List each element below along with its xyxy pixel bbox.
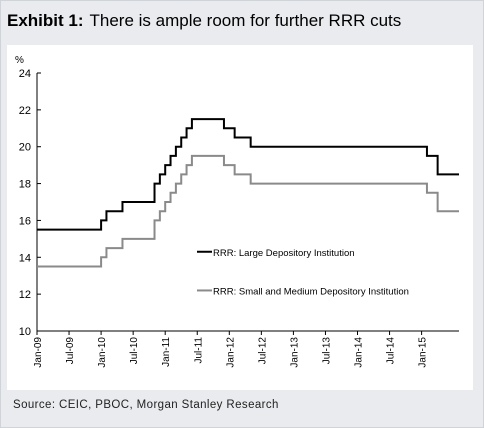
x-tick-label: Jul-12 [257,337,268,365]
y-tick-label: 18 [19,179,31,191]
legend-entry: RRR: Small and Medium Depository Institu… [213,286,409,297]
x-tick-label: Jul-09 [65,337,76,365]
y-tick-label: 24 [19,68,31,80]
chart-area: 10 12 14 16 18 20 22 24% Jan-09 Jul-09 Jan-10 Jul-1… [7,45,473,390]
source-note: Source: CEIC, PBOC, Morgan Stanley Resea… [13,399,279,411]
chart-title: There is ample room for further RRR cuts [89,11,402,30]
x-tick-label: Jan-14 [354,337,365,368]
y-tick-label: 22 [19,105,31,117]
exhibit-title: Exhibit 1: There is ample room for furth… [7,11,401,39]
x-tick-label: Jan-10 [97,337,108,368]
y-tick-label: 12 [19,289,31,301]
x-tick-label: Jan-12 [225,337,236,368]
exhibit-label: Exhibit 1: [7,11,84,30]
x-tick-label: Jan-09 [33,337,44,368]
series-line-large [37,118,459,231]
y-tick-label: 16 [19,215,31,227]
y-tick-label: 20 [19,142,31,154]
legend-entry: RRR: Large Depository Institution [213,248,355,259]
x-tick-label: Jan-15 [418,337,429,368]
y-tick-label: 14 [19,252,31,264]
x-tick-label: Jan-13 [289,337,300,368]
x-tick-label: Jul-13 [321,337,332,365]
x-tick-label: Jul-10 [129,337,140,365]
y-tick-label: 10 [19,326,31,338]
x-tick-label: Jan-11 [161,337,172,367]
x-tick-label: Jul-14 [386,337,397,365]
y-axis-label: % [15,55,24,66]
series-line-small-medium [37,154,459,268]
rrr-line-chart: 10 12 14 16 18 20 22 24% Jan-09 Jul-09 Jan-10 Jul-1… [15,55,459,368]
x-tick-label: Jul-11 [193,337,204,364]
